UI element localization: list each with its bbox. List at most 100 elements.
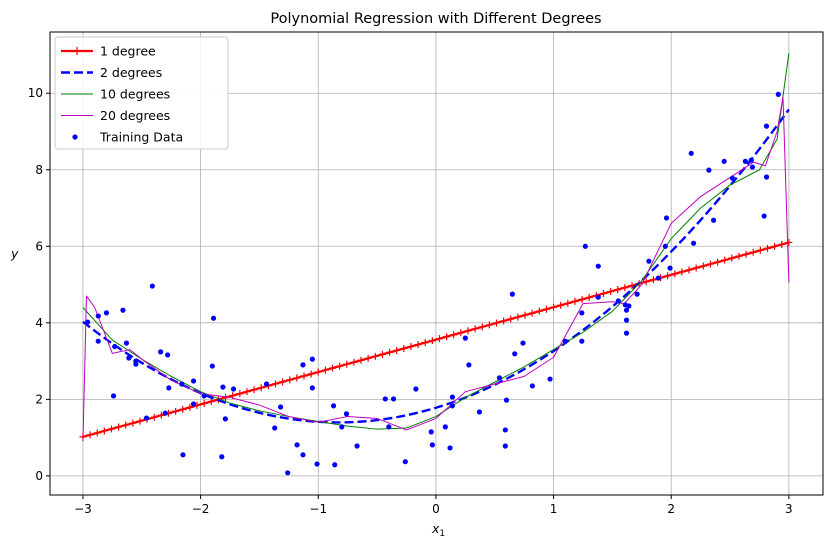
training-data-point xyxy=(721,158,727,164)
series-1-degree-marker xyxy=(664,272,672,280)
training-data-point xyxy=(646,258,652,264)
series-1-degree-marker xyxy=(107,425,115,433)
series-1-degree-marker xyxy=(129,419,137,427)
series-1-degree-marker xyxy=(621,284,629,292)
training-data-point xyxy=(85,319,91,325)
series-1-degree-marker xyxy=(271,380,279,388)
training-data-point xyxy=(520,340,526,346)
series-1-degree-marker xyxy=(528,309,536,317)
axes-frame xyxy=(49,31,824,496)
training-data-point xyxy=(688,150,694,156)
training-data-point xyxy=(595,294,601,300)
series-1-degree-marker xyxy=(464,327,472,335)
training-data-point xyxy=(314,461,320,467)
series-1-degree-marker xyxy=(507,315,515,323)
x-tick-label: 1 xyxy=(550,502,558,516)
training-data-point xyxy=(749,164,756,170)
training-data-point xyxy=(442,424,448,430)
series-1-degree-marker xyxy=(728,254,736,262)
training-data-point xyxy=(220,384,226,390)
x-tick-label: 0 xyxy=(432,502,440,516)
y-tick-label: 4 xyxy=(35,316,43,330)
series-1-degree-marker xyxy=(706,260,714,268)
training-data-point xyxy=(210,315,217,321)
training-data-point xyxy=(503,397,510,403)
training-data-point xyxy=(742,158,748,164)
training-data-point xyxy=(562,338,568,344)
series-1-degree-marker xyxy=(614,286,622,294)
training-data-point xyxy=(285,470,291,476)
training-data-point xyxy=(309,356,315,362)
x-tick-label: −3 xyxy=(74,502,92,516)
training-data-point xyxy=(763,174,770,180)
training-data-point xyxy=(623,317,630,323)
training-data-point xyxy=(386,424,392,430)
series-1-degree-marker xyxy=(122,421,130,429)
y-axis-label: y xyxy=(10,246,19,261)
x-axis-label-main: x xyxy=(431,521,440,536)
series-1-degree-marker xyxy=(699,262,707,270)
series-1-degree-marker xyxy=(421,339,429,347)
training-data-point xyxy=(230,386,237,392)
series-1-degree-marker xyxy=(478,323,486,331)
series-1-degree-marker xyxy=(514,313,522,321)
series-1-degree-marker xyxy=(207,397,215,405)
series-1-degree-marker xyxy=(357,356,365,364)
training-data-point xyxy=(272,425,278,431)
training-data-point xyxy=(662,243,668,249)
training-data-point xyxy=(110,393,117,399)
series-1-degree-marker xyxy=(336,362,344,370)
series-1-degree-marker xyxy=(564,299,572,307)
legend-label: 10 degrees xyxy=(100,87,170,102)
training-data-point xyxy=(748,157,754,163)
training-data-point xyxy=(123,340,130,346)
training-data-point xyxy=(626,303,632,309)
y-tick-label: 8 xyxy=(35,163,43,177)
training-data-point xyxy=(413,386,419,392)
training-data-point xyxy=(222,416,228,422)
legend-box xyxy=(54,36,229,150)
training-data-point xyxy=(429,442,435,448)
training-data-point xyxy=(201,393,207,399)
training-data-point xyxy=(190,401,197,407)
training-data-point xyxy=(512,351,518,357)
training-data-point xyxy=(623,330,630,336)
training-data-point xyxy=(143,415,150,421)
training-data-point xyxy=(294,442,300,448)
series-1-degree-marker xyxy=(642,278,650,286)
series-1-degree-marker xyxy=(521,311,529,319)
series-1-degree-marker xyxy=(443,333,451,341)
training-data-point xyxy=(615,298,621,304)
series-1-degree-marker xyxy=(86,431,94,439)
series-1-degree-marker xyxy=(578,295,586,303)
series-1-degree-marker xyxy=(457,329,465,337)
training-data-point xyxy=(634,291,640,297)
series-1-degree-marker xyxy=(157,411,165,419)
legend-label: 20 degrees xyxy=(100,108,170,123)
training-data-point xyxy=(339,424,345,430)
series-1-degree-marker xyxy=(393,346,401,354)
series-1-degree-marker xyxy=(286,376,294,384)
series-1-degree-marker xyxy=(343,360,351,368)
series-1-degree-marker xyxy=(671,270,679,278)
training-data-point xyxy=(278,404,284,410)
training-data-point xyxy=(428,429,434,435)
training-data-point xyxy=(209,363,215,369)
series-1-degree-marker xyxy=(493,319,501,327)
series-1-degree-marker xyxy=(136,417,144,425)
training-data-point xyxy=(663,215,670,221)
training-data-point xyxy=(219,454,225,460)
training-data-point xyxy=(706,167,712,173)
series-1-degree-marker xyxy=(186,403,194,411)
training-data-point xyxy=(775,91,781,97)
series-1-degree-marker xyxy=(314,368,322,376)
y-tick-label: 6 xyxy=(35,239,43,253)
training-data-point xyxy=(623,307,630,313)
series-1-degree-marker xyxy=(692,264,700,272)
training-data-point xyxy=(667,265,673,271)
series-1-degree-marker xyxy=(485,321,493,329)
training-data-point xyxy=(582,243,588,249)
training-data-point xyxy=(133,361,139,367)
training-data-point xyxy=(761,213,767,219)
